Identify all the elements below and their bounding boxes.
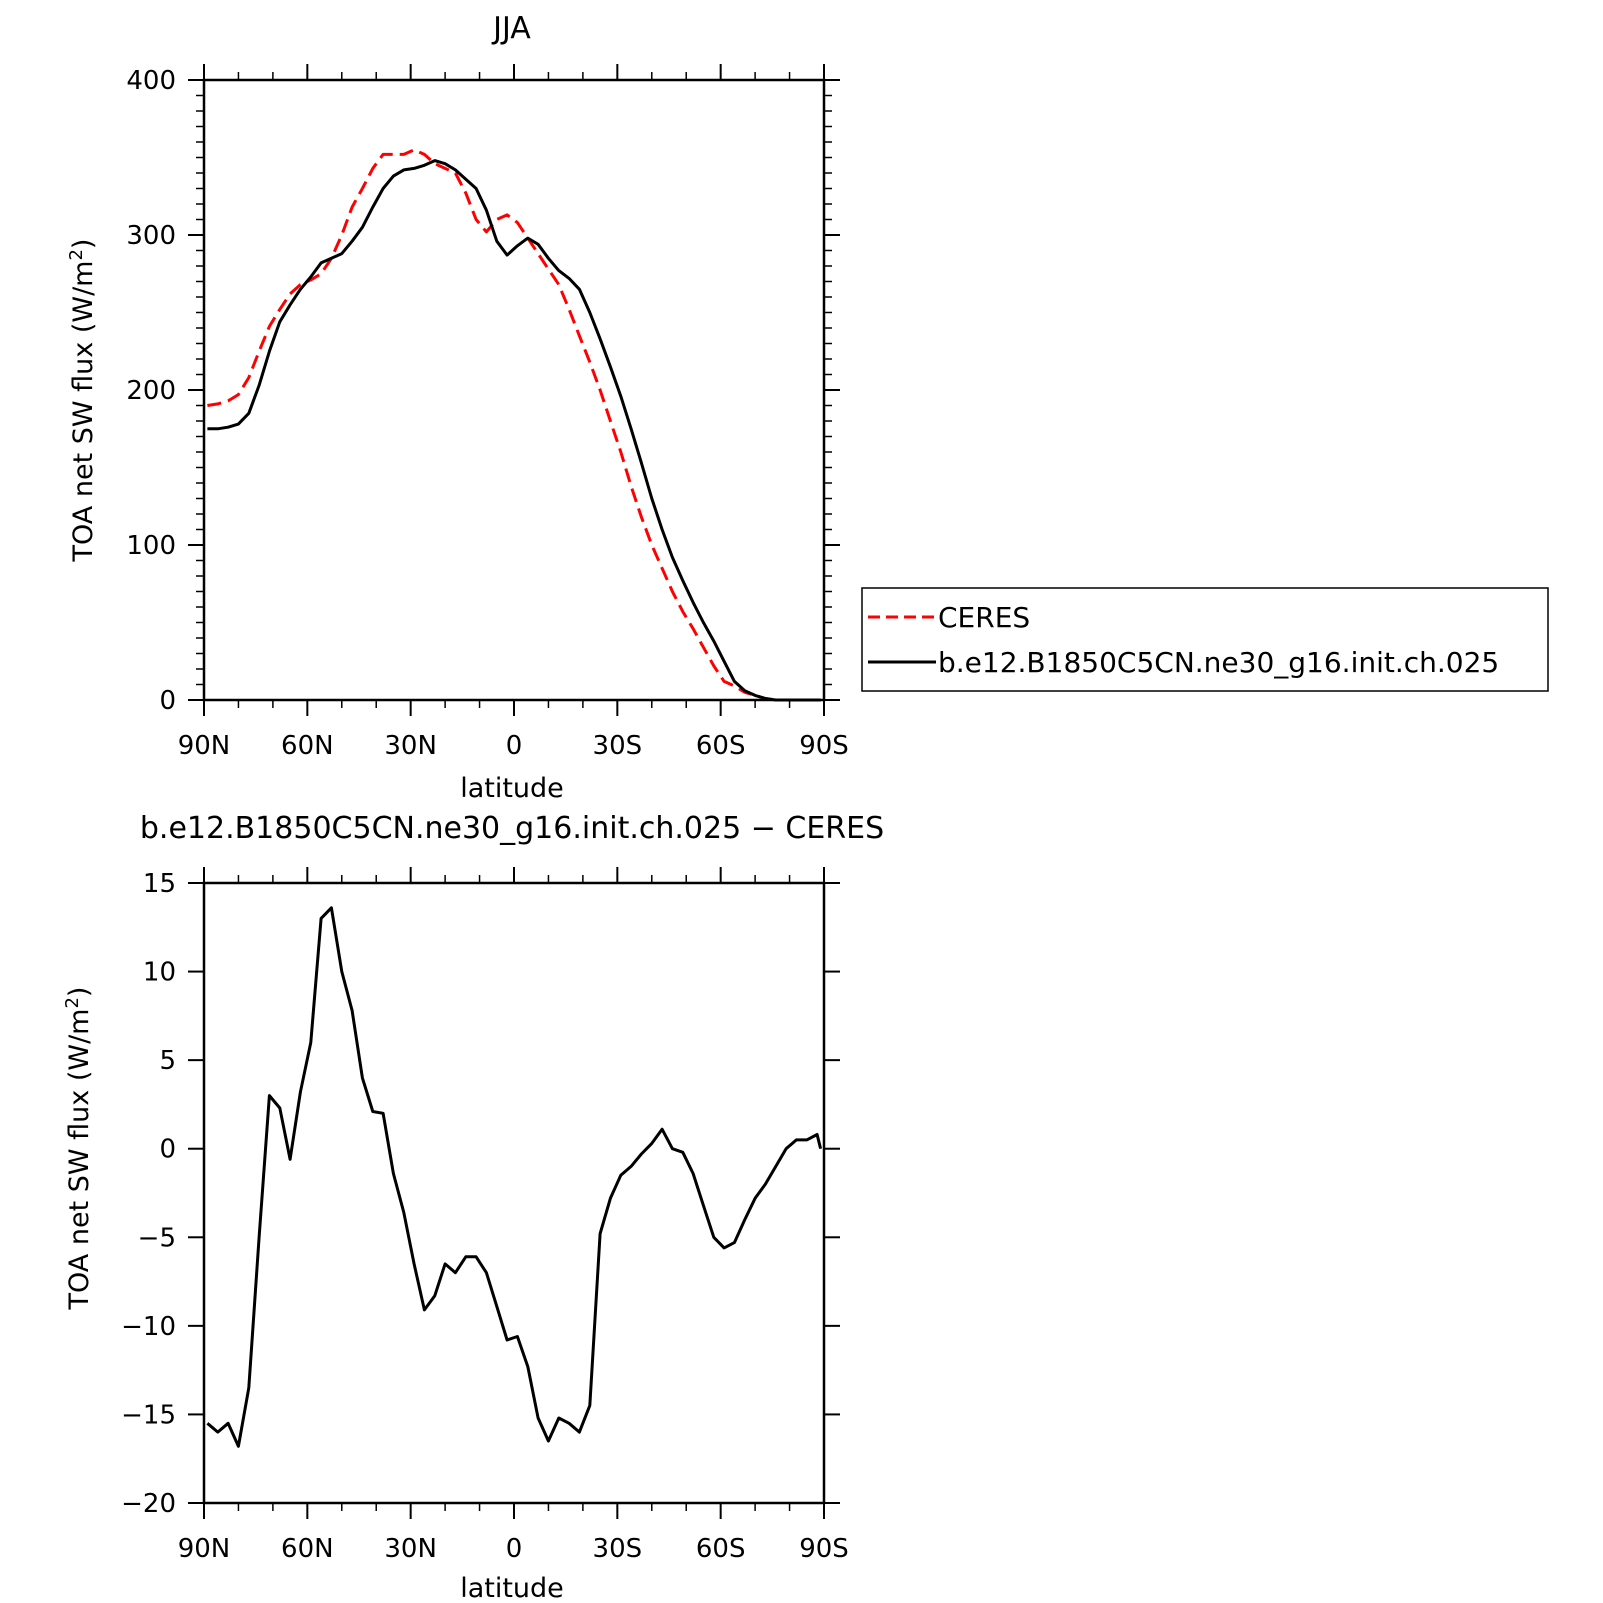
- top-chart-y-tick-label: 0: [159, 686, 176, 716]
- bottom-chart-y-axis-label: TOA net SW flux (W/m2): [62, 987, 95, 1311]
- bottom-chart-series-line-model: [206, 906, 823, 1448]
- bottom-chart-y-axis-label-end: ): [64, 987, 95, 998]
- bottom-chart-y-tick-label: −20: [121, 1489, 176, 1519]
- top-chart-x-tick-label: 0: [506, 731, 523, 761]
- bottom-chart-y-axis-label-main: TOA net SW flux (W/m: [64, 1009, 95, 1311]
- top-chart-x-tick-label: 30S: [593, 731, 643, 761]
- bottom-chart-x-tick-label: 30N: [384, 1534, 437, 1564]
- top-chart-title: JJA: [491, 11, 531, 46]
- bottom-chart-title: b.e12.B1850C5CN.ne30_g16.init.ch.025 − C…: [140, 811, 884, 846]
- legend: CERES b.e12.B1850C5CN.ne30_g16.init.ch.0…: [861, 587, 1549, 692]
- bottom-chart-x-tick-label: 30S: [593, 1534, 643, 1564]
- top-chart-x-tick-label: 60S: [696, 731, 746, 761]
- bottom-chart: b.e12.B1850C5CN.ne30_g16.init.ch.025 − C…: [62, 811, 884, 1603]
- bottom-chart-frame: [202, 881, 826, 1505]
- bottom-chart-y-tick-label: 5: [159, 1046, 176, 1076]
- top-chart: JJA latitude TOA net SW flux (W/m2) 90N 6…: [66, 11, 849, 804]
- bottom-chart-x-axis-label: latitude: [460, 1573, 564, 1603]
- top-chart-series: [207, 148, 821, 702]
- top-chart-frame: [202, 78, 826, 702]
- top-chart-x-tick-label: 90S: [799, 731, 849, 761]
- top-chart-y-tick-label: 300: [126, 221, 176, 251]
- bottom-chart-series: [206, 906, 823, 1448]
- bottom-chart-x-tick-label: 90N: [178, 1534, 231, 1564]
- top-chart-y-axis-label-sup: 2: [66, 249, 87, 260]
- legend-label-model: b.e12.B1850C5CN.ne30_g16.init.ch.025: [938, 646, 1499, 679]
- top-chart-x-tick-label: 30N: [384, 731, 437, 761]
- top-chart-y-tick-label: 100: [126, 531, 176, 561]
- bottom-chart-y-tick-label: −5: [138, 1223, 176, 1253]
- bottom-chart-x-tick-label: 0: [506, 1534, 523, 1564]
- top-chart-y-axis-label-end: ): [68, 239, 99, 250]
- bottom-chart-y-tick-label: 10: [143, 958, 176, 988]
- top-chart-y-axis-label-main: TOA net SW flux (W/m: [68, 261, 99, 563]
- top-chart-ticks: 90N 60N 30N 0 30S 60S 90S 0 100 200 300 400: [126, 64, 849, 761]
- top-chart-y-tick-label: 400: [126, 66, 176, 96]
- top-chart-series-line-model: [207, 159, 821, 702]
- bottom-chart-y-axis-label-sup: 2: [62, 997, 83, 1008]
- top-chart-x-tick-label: 90N: [178, 731, 231, 761]
- top-chart-x-axis-label: latitude: [460, 773, 564, 804]
- bottom-chart-y-tick-label: 0: [159, 1135, 176, 1165]
- bottom-chart-x-tick-label: 60N: [281, 1534, 334, 1564]
- bottom-chart-y-tick-label: 15: [143, 869, 176, 899]
- bottom-chart-x-tick-label: 60S: [696, 1534, 746, 1564]
- top-chart-y-axis-label: TOA net SW flux (W/m2): [66, 239, 99, 563]
- bottom-chart-y-tick-label: −10: [121, 1312, 176, 1342]
- legend-label-ceres: CERES: [938, 601, 1030, 634]
- top-chart-series-line-ceres: [207, 148, 821, 702]
- legend-box: [861, 587, 1549, 692]
- bottom-chart-y-tick-label: −15: [121, 1400, 176, 1430]
- top-chart-y-tick-label: 200: [126, 376, 176, 406]
- top-chart-x-tick-label: 60N: [281, 731, 334, 761]
- bottom-chart-x-tick-label: 90S: [799, 1534, 849, 1564]
- bottom-chart-ticks: 90N 60N 30N 0 30S 60S 90S −20 −15 −10 −5 0 5 10 15: [121, 867, 849, 1564]
